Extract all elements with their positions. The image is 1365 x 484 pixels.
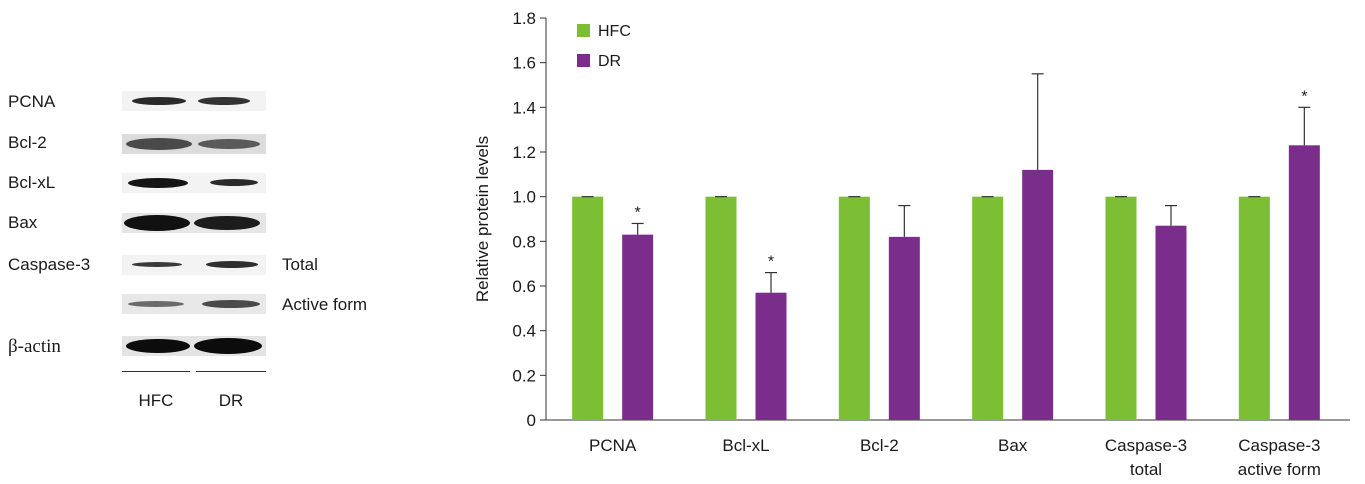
blot-band-caspase-3-total-hfc — [132, 262, 182, 267]
blot-strip-bax — [122, 213, 266, 233]
western-blot-panel: PCNA Bcl-2 Bcl-xL Bax Caspase-3 β-actin … — [0, 0, 420, 484]
blot-band-bcl-xl-dr — [210, 179, 258, 186]
y-tick-label: 0.2 — [512, 366, 536, 385]
blot-strip-beta-actin — [122, 336, 266, 356]
x-tick-label-caspase-3-total: total — [1130, 460, 1162, 479]
blot-band-bcl-2-dr — [198, 139, 260, 149]
x-tick-label-caspase-3-active-form: Caspase-3 — [1238, 436, 1320, 455]
y-tick-label: 0 — [527, 411, 536, 430]
blot-band-bcl-xl-hfc — [128, 178, 188, 188]
bar-pcna-hfc — [572, 196, 604, 420]
y-tick-label: 0.6 — [512, 277, 536, 296]
blot-row-label-bax: Bax — [8, 213, 38, 232]
bar-chart: 0 0.2 0.4 0.6 0.8 1.0 1.2 1.4 1.6 1.8 Relative pro… — [473, 9, 1350, 479]
blot-group-line-hfc — [122, 371, 190, 372]
y-tick-label: 1.8 — [512, 9, 536, 28]
bar-pcna-dr — [622, 234, 654, 420]
bar-caspase-3-total-dr — [1155, 225, 1187, 420]
y-tick-label: 1.2 — [512, 143, 536, 162]
blot-band-caspase-3-active-hfc — [128, 301, 184, 307]
significance-mark-pcna: * — [635, 204, 641, 221]
blot-band-beta-actin-dr — [194, 338, 262, 354]
legend-swatch-dr — [577, 54, 590, 67]
bar-caspase-3-total-hfc — [1105, 196, 1137, 420]
blot-side-label-total: Total — [282, 255, 318, 274]
blot-band-pcna-hfc — [132, 97, 186, 105]
blot-row-label-pcna: PCNA — [8, 92, 56, 111]
blot-strip-bcl-2 — [122, 134, 266, 154]
blot-band-bax-hfc — [124, 215, 190, 231]
blot-row-label-beta-actin: β-actin — [8, 336, 61, 357]
bar-bcl-xl-dr — [755, 292, 787, 420]
legend-swatch-hfc — [577, 24, 590, 37]
bar-bcl-2-hfc — [838, 196, 870, 420]
bar-bax-dr — [1022, 169, 1054, 420]
legend-label-hfc: HFC — [598, 23, 631, 40]
bar-caspase-3-active-form-hfc — [1238, 196, 1270, 420]
significance-mark-bcl-xl: * — [768, 254, 774, 271]
blot-strip-bcl-xl — [122, 173, 266, 193]
bar-bax-hfc — [972, 196, 1004, 420]
x-tick-label-caspase-3-total: Caspase-3 — [1105, 436, 1187, 455]
significance-mark-caspase-3-active-form: * — [1301, 88, 1307, 105]
y-axis-label: Relative protein levels — [473, 136, 492, 302]
legend-label-dr: DR — [598, 53, 621, 70]
y-tick-label: 1.6 — [512, 54, 536, 73]
blot-strip-caspase-3-active — [122, 294, 266, 314]
x-tick-label-bcl-xl: Bcl-xL — [722, 436, 769, 455]
bar-bcl-xl-hfc — [705, 196, 737, 420]
blot-strip-caspase-3-total — [122, 255, 266, 275]
blot-band-bax-dr — [194, 216, 260, 230]
blot-band-beta-actin-hfc — [126, 339, 190, 353]
x-tick-label-bcl-2: Bcl-2 — [860, 436, 899, 455]
blot-band-caspase-3-active-dr — [202, 300, 260, 308]
x-tick-label-bax: Bax — [998, 436, 1028, 455]
y-tick-label: 1.0 — [512, 188, 536, 207]
bar-bcl-2-dr — [888, 236, 920, 420]
y-tick-label: 0.8 — [512, 232, 536, 251]
blot-band-bcl-2-hfc — [126, 138, 192, 150]
blot-row-label-bcl-2: Bcl-2 — [8, 133, 47, 152]
blot-row-label-caspase-3: Caspase-3 — [8, 255, 91, 274]
y-tick-label: 1.4 — [512, 98, 536, 117]
blot-group-label-dr: DR — [218, 391, 244, 410]
x-tick-label-caspase-3-active-form: active form — [1238, 460, 1321, 479]
blot-strip-pcna — [122, 91, 266, 111]
bar-caspase-3-active-form-dr — [1288, 145, 1320, 421]
blot-side-label-active-form: Active form — [282, 295, 368, 314]
blot-row-label-bcl-xl: Bcl-xL — [8, 173, 56, 192]
x-tick-label-pcna: PCNA — [589, 436, 637, 455]
y-tick-label: 0.4 — [512, 322, 536, 341]
blot-band-pcna-dr — [198, 97, 250, 105]
blot-group-line-dr — [196, 371, 266, 372]
blot-band-caspase-3-total-dr — [206, 261, 258, 268]
blot-group-label-hfc: HFC — [138, 391, 174, 410]
